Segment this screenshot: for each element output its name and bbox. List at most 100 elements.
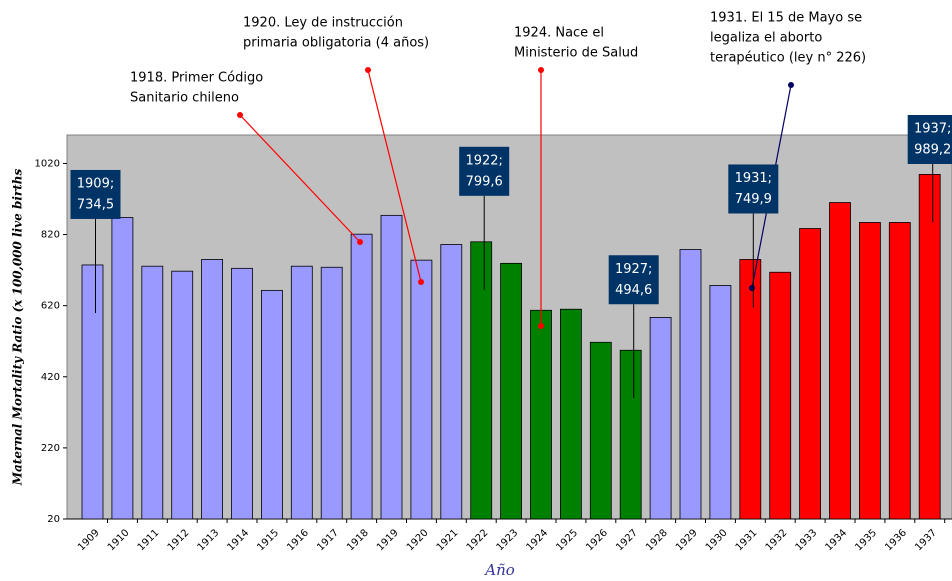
annotation-text: 1924. Nace el: [514, 26, 604, 41]
x-tick-label: 1926: [584, 527, 610, 553]
x-tick-label: 1937: [913, 527, 939, 553]
annotation-text: 1931. El 15 de Mayo se: [710, 11, 862, 26]
x-tick-label: 1933: [794, 527, 820, 553]
bar: [918, 173, 941, 520]
bar: [380, 214, 403, 520]
y-tick-label: 220: [41, 443, 60, 454]
x-tick-label: 1912: [166, 527, 192, 553]
label-box: [70, 169, 121, 219]
annotation-dot: [365, 67, 371, 73]
label-box: [608, 255, 659, 305]
bar: [500, 262, 523, 520]
bar: [231, 267, 253, 520]
y-tick-label: 420: [41, 372, 60, 383]
annotation-dot: [788, 82, 794, 88]
x-tick-label: 1930: [704, 527, 730, 553]
bar: [440, 244, 463, 520]
bar: [709, 284, 732, 520]
annotation-text: primaria obligatoria (4 años): [243, 36, 429, 51]
bar: [111, 217, 134, 520]
bar: [410, 259, 433, 520]
bar: [739, 259, 762, 520]
x-tick-label: 1921: [435, 527, 461, 553]
annotation-text: legaliza el aborto: [710, 31, 822, 46]
bar: [201, 259, 224, 520]
bar: [888, 222, 911, 520]
bar: [859, 222, 881, 520]
annotation-dot: [538, 67, 544, 73]
label-category: 1922;: [465, 153, 502, 168]
x-tick-label: 1914: [225, 527, 251, 553]
x-tick-label: 1917: [315, 527, 341, 553]
annotation-dot: [418, 279, 424, 285]
annotation-line: [367, 69, 422, 283]
bar: [470, 241, 493, 520]
bar: [320, 266, 343, 520]
label-category: 1927;: [615, 262, 652, 277]
y-axis-title: Maternal Mortality Ratio (x 100,000 live…: [11, 169, 25, 487]
bar: [290, 265, 313, 520]
y-tick-label: 1020: [35, 158, 60, 169]
data-label: 494,6: [615, 283, 652, 298]
y-tick-label: 620: [41, 301, 60, 312]
annotation-text: 1918. Primer Código: [130, 71, 263, 86]
annotation-dot: [749, 285, 755, 291]
data-label: 989,2: [914, 143, 951, 158]
x-tick-label: 1925: [554, 527, 580, 553]
data-label: 799,6: [466, 174, 503, 189]
annotation-line: [239, 114, 361, 243]
x-tick-label: 1915: [255, 527, 281, 553]
label-category: 1937;: [914, 122, 951, 137]
annotation-dot: [357, 239, 363, 245]
x-tick-label: 1927: [614, 527, 640, 553]
y-tick-label: 820: [41, 230, 60, 241]
x-axis-title: Año: [483, 561, 515, 579]
x-tick-label: 1924: [524, 527, 550, 553]
label-category: 1931;: [735, 171, 772, 186]
x-tick-label: 1931: [734, 527, 760, 553]
data-label: 734,5: [77, 197, 114, 212]
x-tick-label: 1923: [495, 527, 521, 553]
x-tick-label: 1934: [823, 527, 849, 553]
bar: [141, 265, 164, 520]
x-tick-label: 1913: [196, 527, 222, 553]
annotation-text: 1920. Ley de instrucción: [243, 16, 403, 31]
x-tick-label: 1916: [285, 527, 311, 553]
bar: [560, 308, 582, 520]
annotation-dot: [538, 323, 544, 329]
x-tick-label: 1928: [644, 527, 670, 553]
annotation-text: terapéutico (ley n° 226): [710, 51, 866, 66]
x-tick-label: 1919: [375, 527, 401, 553]
x-tick-label: 1909: [76, 527, 102, 553]
x-tick-label: 1918: [345, 527, 371, 553]
x-tick-label: 1932: [764, 527, 790, 553]
x-tick-label: 1935: [853, 527, 879, 553]
annotation-text: Sanitario chileno: [130, 91, 239, 106]
bar: [260, 289, 283, 520]
x-tick-label: 1922: [465, 527, 491, 553]
label-category: 1909;: [77, 176, 114, 191]
bar: [530, 309, 552, 520]
x-tick-label: 1936: [883, 527, 909, 553]
label-box: [459, 146, 510, 196]
y-tick-label: 20: [47, 514, 60, 525]
bar: [769, 271, 792, 520]
x-tick-label: 1920: [405, 527, 431, 553]
bar: [171, 270, 194, 520]
bar: [619, 349, 642, 520]
bar: [829, 202, 851, 520]
bar: [799, 228, 821, 520]
x-tick-label: 1911: [136, 527, 162, 553]
x-tick-label: 1910: [106, 527, 132, 553]
annotation-text: Ministerio de Salud: [514, 46, 638, 61]
data-label: 749,9: [735, 192, 772, 207]
annotation-dot: [237, 112, 243, 118]
label-box: [907, 115, 952, 164]
bar: [350, 233, 373, 520]
bar: [679, 249, 702, 520]
bar: [589, 341, 612, 520]
x-tick-label: 1929: [674, 527, 700, 553]
bar: [649, 316, 672, 520]
bar: [81, 264, 104, 520]
